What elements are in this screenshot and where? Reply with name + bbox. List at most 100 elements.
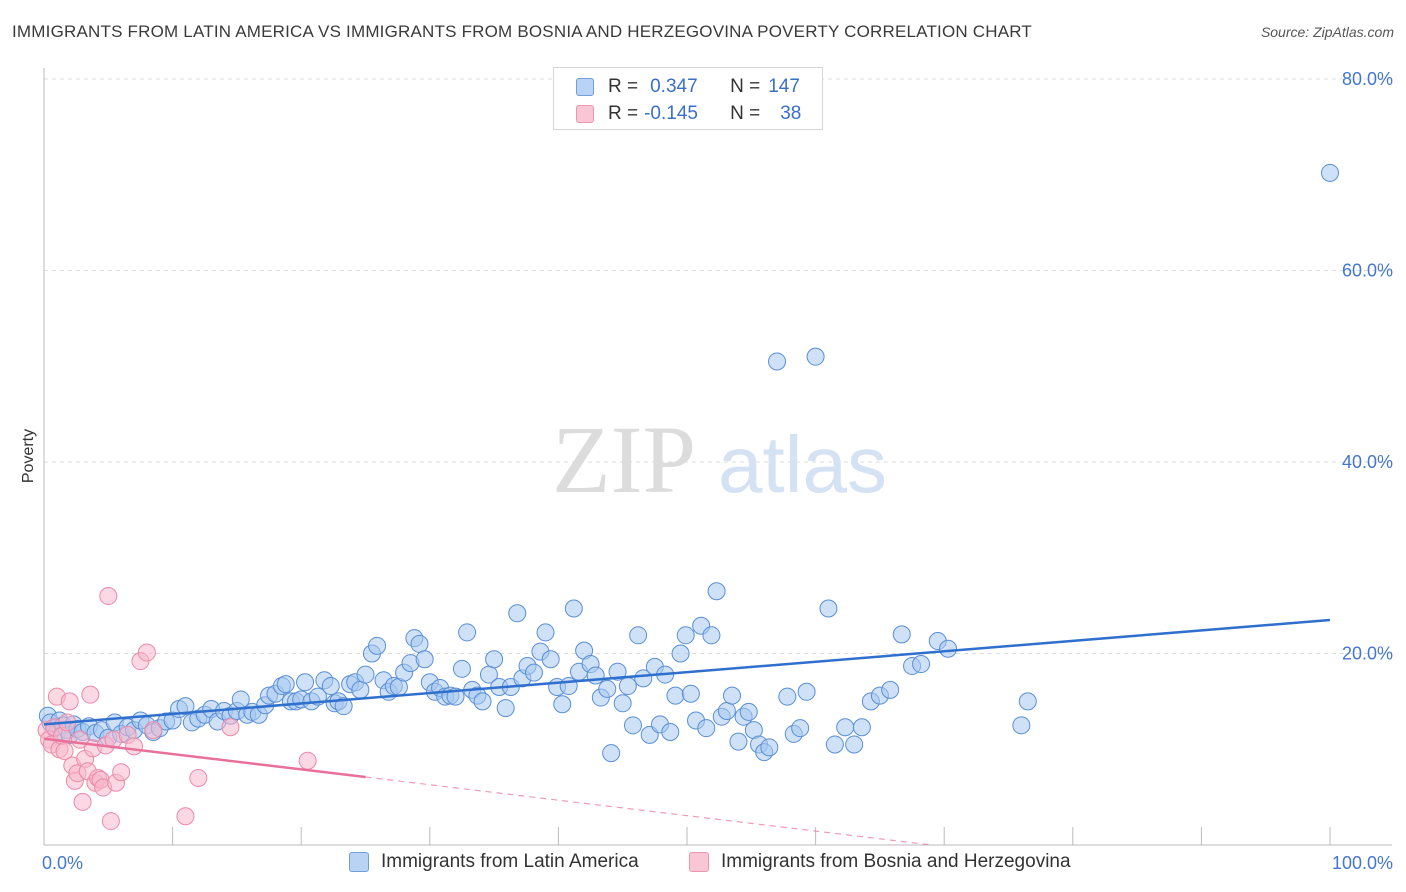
- point-bosnia: [221, 718, 240, 737]
- point-latin-america: [768, 352, 787, 371]
- point-latin-america: [819, 599, 838, 618]
- point-latin-america: [797, 682, 816, 701]
- legend-r-value: -0.145: [644, 103, 698, 124]
- point-latin-america: [598, 679, 617, 698]
- ticks-layer: 20.0% 40.0% 60.0% 80.0% 0.0% 100.0%: [42, 69, 1393, 873]
- point-latin-america: [618, 677, 637, 696]
- point-latin-america: [176, 697, 195, 716]
- point-latin-america: [1012, 716, 1031, 735]
- point-latin-america: [791, 719, 810, 738]
- point-latin-america: [717, 701, 736, 720]
- point-latin-america: [836, 718, 855, 737]
- chart-title: IMMIGRANTS FROM LATIN AMERICA VS IMMIGRA…: [12, 22, 1033, 41]
- y-tick-label: 80.0%: [1342, 69, 1393, 89]
- y-tick-label: 40.0%: [1342, 452, 1393, 472]
- point-latin-america: [485, 650, 504, 669]
- x-tick-label: 0.0%: [42, 853, 83, 873]
- trendline-bosnia: [43, 737, 366, 779]
- watermark-zip: ZIP: [552, 406, 696, 513]
- point-bosnia: [60, 692, 79, 711]
- point-latin-america: [629, 626, 648, 645]
- point-latin-america: [508, 604, 527, 623]
- point-latin-america: [410, 634, 429, 653]
- bottom-legend-item-latin-america: Immigrants from Latin America: [349, 851, 639, 873]
- watermark-atlas: atlas: [718, 420, 887, 509]
- point-latin-america: [524, 663, 543, 682]
- legend-n-label: N =: [730, 76, 761, 97]
- bottom-legend-swatch-pink: [689, 852, 709, 872]
- point-latin-america: [671, 644, 690, 663]
- point-latin-america: [702, 626, 721, 645]
- point-bosnia: [99, 587, 118, 606]
- point-latin-america: [739, 702, 758, 721]
- point-latin-america: [541, 650, 560, 669]
- legend-n-label: N =: [730, 103, 761, 124]
- point-latin-america: [707, 582, 726, 601]
- point-bosnia: [73, 792, 92, 811]
- point-latin-america: [676, 626, 695, 645]
- point-latin-america: [723, 686, 742, 705]
- grid-layer: [44, 78, 1392, 654]
- point-latin-america: [892, 625, 911, 644]
- point-latin-america: [729, 732, 748, 751]
- point-latin-america: [623, 716, 642, 735]
- legend-swatch-blue: [576, 78, 594, 96]
- point-bosnia: [125, 737, 144, 756]
- point-bosnia: [189, 768, 208, 787]
- point-bosnia: [112, 763, 131, 782]
- point-latin-america: [586, 666, 605, 685]
- point-bosnia: [101, 812, 120, 831]
- point-bosnia: [81, 685, 100, 704]
- point-latin-america: [825, 735, 844, 754]
- legend-r-value: 0.347: [650, 76, 698, 97]
- point-latin-america: [806, 347, 825, 366]
- bottom-legend-label: Immigrants from Bosnia and Herzegovina: [721, 851, 1071, 872]
- point-latin-america: [912, 655, 931, 674]
- point-latin-america: [697, 719, 716, 738]
- point-latin-america: [852, 718, 871, 737]
- point-bosnia: [137, 643, 156, 662]
- point-latin-america: [1018, 692, 1037, 711]
- y-tick-label: 20.0%: [1342, 644, 1393, 664]
- point-latin-america: [939, 639, 958, 658]
- point-latin-america: [661, 723, 680, 742]
- trend-layer: [43, 618, 1331, 846]
- point-latin-america: [496, 699, 515, 718]
- point-bosnia: [55, 742, 74, 761]
- point-latin-america: [602, 744, 621, 763]
- point-latin-america: [1321, 163, 1339, 182]
- point-latin-america: [760, 738, 779, 757]
- point-bosnia: [298, 751, 317, 770]
- point-latin-america: [608, 662, 627, 681]
- point-latin-america: [778, 687, 797, 706]
- point-latin-america: [536, 623, 555, 642]
- point-latin-america: [845, 735, 864, 754]
- point-latin-america: [321, 677, 340, 696]
- legend-r-label: R =: [608, 103, 639, 124]
- y-axis-label: Poverty: [20, 429, 37, 483]
- point-latin-america: [473, 692, 492, 711]
- bottom-legend-item-bosnia: Immigrants from Bosnia and Herzegovina: [689, 851, 1071, 873]
- bottom-legend: Immigrants from Latin America Immigrants…: [0, 851, 1406, 877]
- point-latin-america: [564, 599, 583, 618]
- point-latin-america: [458, 623, 477, 642]
- bottom-legend-label: Immigrants from Latin America: [381, 851, 639, 872]
- x-tick-label: 100.0%: [1332, 853, 1393, 873]
- source-label: Source: ZipAtlas.com: [1260, 24, 1394, 40]
- trendline-bosnia-extension: [365, 776, 932, 846]
- point-latin-america: [276, 675, 295, 694]
- point-latin-america: [681, 684, 700, 703]
- point-latin-america: [613, 694, 632, 713]
- point-bosnia: [176, 807, 195, 826]
- point-latin-america: [368, 636, 387, 655]
- point-latin-america: [296, 673, 315, 692]
- legend-r-label: R =: [608, 76, 639, 97]
- point-latin-america: [553, 695, 572, 714]
- point-bosnia: [144, 721, 163, 740]
- legend-n-value: 147: [768, 76, 800, 97]
- point-latin-america: [356, 665, 375, 684]
- y-tick-label: 60.0%: [1342, 261, 1393, 281]
- point-latin-america: [351, 680, 370, 699]
- legend-n-value: 38: [780, 103, 802, 124]
